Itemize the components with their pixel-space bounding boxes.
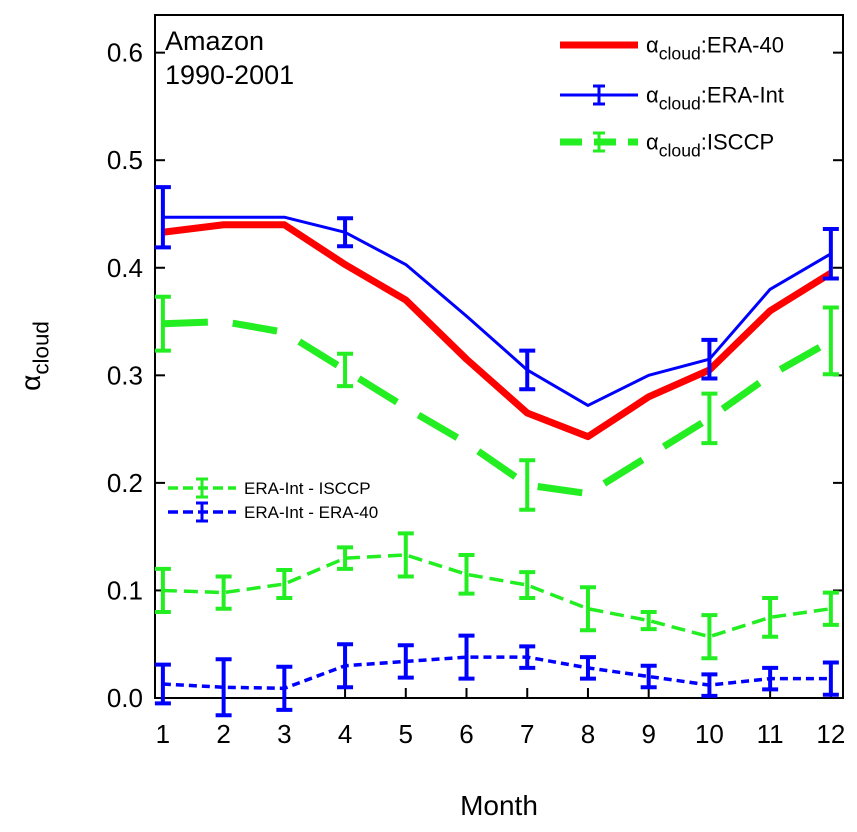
- error-bar: [822, 590, 839, 627]
- error-bar: [701, 672, 718, 698]
- series-line: [162, 221, 833, 441]
- legend-label: ERA-Int - ISCCP: [244, 479, 371, 498]
- legend-label: αcloud:ERA-40: [646, 33, 784, 64]
- error-bar: [154, 662, 171, 706]
- annotation: 1990-2001: [165, 60, 294, 90]
- legend-label: ERA-Int - ERA-40: [244, 503, 378, 522]
- error-bar: [276, 664, 293, 712]
- series-line: [162, 215, 832, 407]
- error-bar: [762, 595, 779, 639]
- x-tick-label: 1: [156, 719, 170, 749]
- error-bar: [519, 348, 536, 392]
- error-bar: [215, 574, 232, 611]
- x-tick-label: 2: [216, 719, 230, 749]
- error-bar: [276, 568, 293, 600]
- error-bar: [337, 216, 354, 249]
- error-bar: [337, 545, 354, 571]
- legend-label: αcloud:ISCCP: [646, 130, 774, 161]
- error-bar: [154, 294, 171, 353]
- error-bar: [519, 458, 536, 512]
- legend-label: αcloud:ERA-Int: [646, 83, 784, 114]
- error-bar: [458, 552, 475, 596]
- error-bar: [762, 665, 779, 692]
- error-bar: [701, 391, 718, 446]
- error-bar: [701, 337, 718, 381]
- series-line: [162, 655, 831, 691]
- x-tick-label: 8: [581, 719, 595, 749]
- error-bar: [640, 609, 657, 632]
- y-tick-label: 0.1: [107, 575, 143, 605]
- x-tick-label: 7: [520, 719, 534, 749]
- plot-frame: [154, 14, 844, 699]
- error-bar: [822, 227, 839, 281]
- error-bar: [519, 644, 536, 670]
- annotation: Amazon: [165, 26, 264, 56]
- x-tick-label: 10: [695, 719, 724, 749]
- error-bar: [397, 531, 414, 579]
- error-bar: [397, 643, 414, 680]
- x-tick-label: 9: [641, 719, 655, 749]
- error-bar: [822, 305, 839, 377]
- y-tick-label: 0.6: [107, 38, 143, 68]
- error-bar: [640, 663, 657, 690]
- series-line: [162, 318, 833, 498]
- y-tick-label: 0.5: [107, 145, 143, 175]
- y-tick-label: 0.2: [107, 468, 143, 498]
- x-tick-label: 3: [277, 719, 291, 749]
- series-line: [162, 553, 832, 639]
- error-bar: [822, 660, 839, 697]
- error-bar: [458, 633, 475, 681]
- x-axis-label: Month: [460, 790, 538, 821]
- error-bar: [579, 655, 596, 681]
- y-axis-label: αcloud: [15, 321, 53, 391]
- error-bar: [701, 613, 718, 661]
- x-tick-label: 12: [816, 719, 845, 749]
- error-bar: [154, 566, 171, 614]
- y-tick-label: 0.4: [107, 253, 143, 283]
- error-bar: [215, 657, 232, 718]
- x-tick-label: 5: [399, 719, 413, 749]
- y-tick-label: 0.0: [107, 683, 143, 713]
- error-bar: [519, 570, 536, 600]
- y-tick-label: 0.3: [107, 360, 143, 390]
- x-tick-label: 4: [338, 719, 352, 749]
- error-bar: [579, 585, 596, 633]
- error-bar: [337, 351, 354, 389]
- error-bar: [337, 642, 354, 690]
- x-tick-label: 6: [459, 719, 473, 749]
- error-bar: [154, 185, 171, 250]
- x-tick-label: 11: [757, 719, 784, 749]
